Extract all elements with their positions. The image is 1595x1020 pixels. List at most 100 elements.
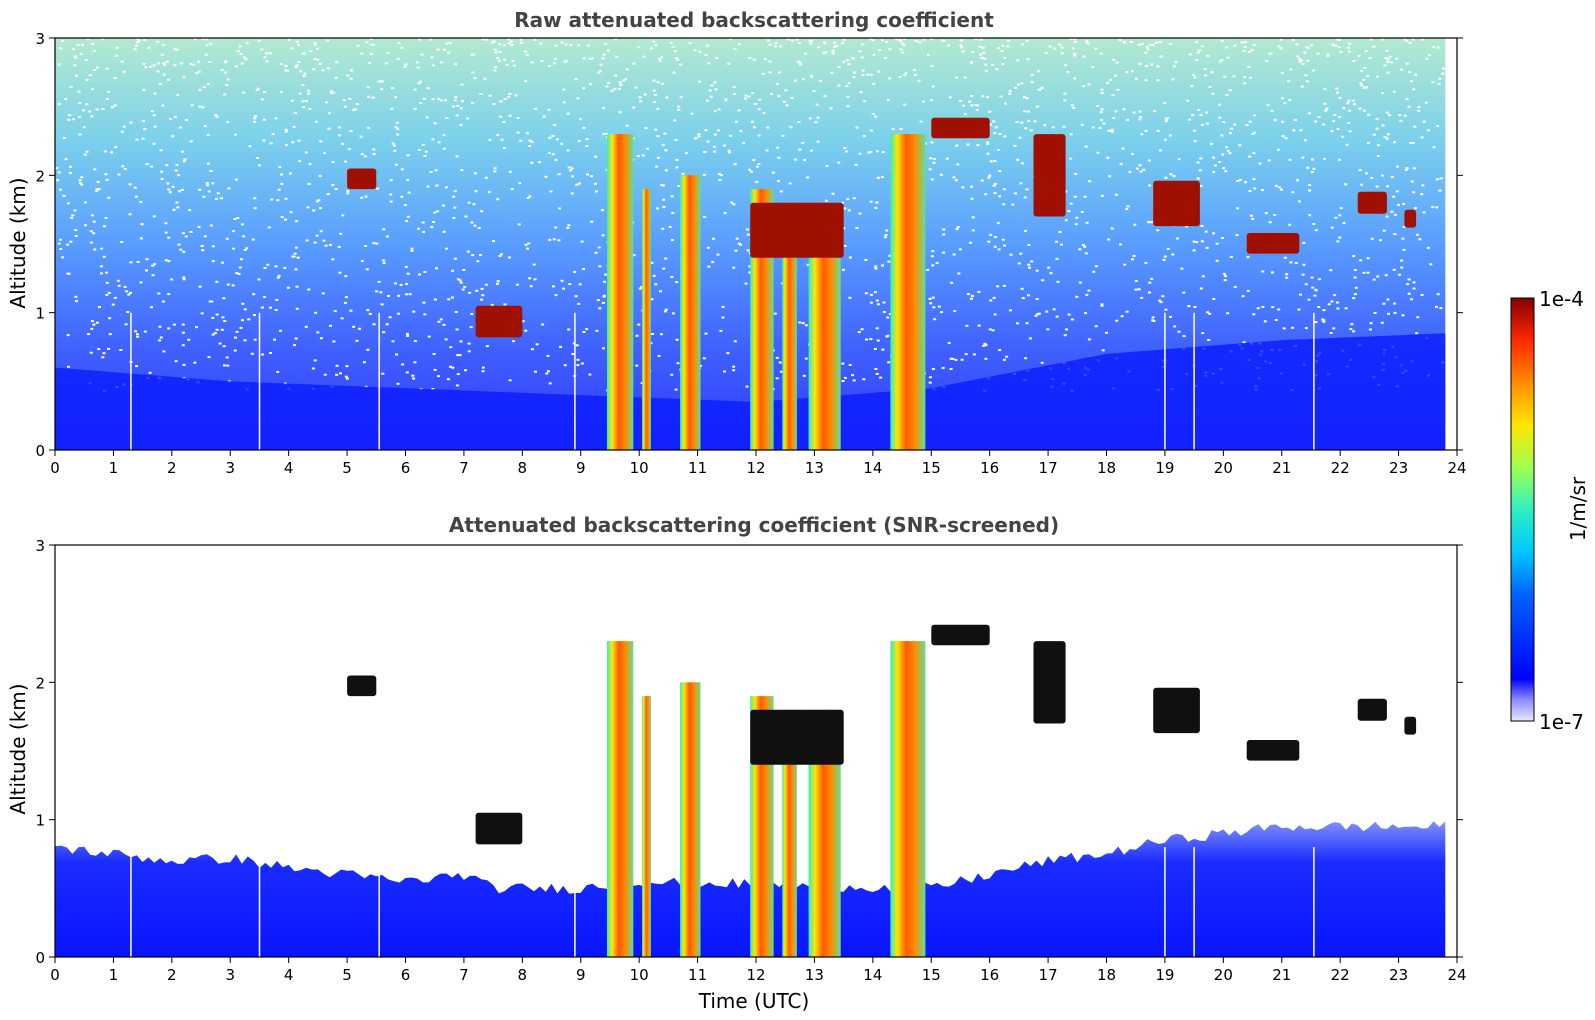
- top-cloud-column: [680, 175, 701, 451]
- colorbar-unit-label: 1/m/sr: [1566, 476, 1590, 541]
- colorbar: 1e-4 1e-7 1/m/sr: [1510, 287, 1590, 734]
- bottom-x-tick-label: 0: [50, 966, 60, 984]
- top-x-tick-label: 19: [1155, 459, 1174, 477]
- bottom-cloud-layer: [1357, 698, 1387, 721]
- bottom-x-tick-label: 2: [167, 966, 177, 984]
- top-x-tick-label: 5: [342, 459, 352, 477]
- top-x-tick-label: 8: [518, 459, 528, 477]
- bottom-axes: 0 1 2 3 4 5 6 7 8 9 10 11 12 13 14 15 16 17 18 19 20 21 22 23 24…: [35, 537, 1466, 984]
- bottom-cloud-layer: [347, 675, 377, 697]
- top-x-tick-label: 15: [922, 459, 941, 477]
- bottom-y-tick-label: 3: [35, 537, 45, 555]
- top-y-tick-label: 0: [35, 442, 45, 460]
- top-x-tick-label: 24: [1447, 459, 1466, 477]
- top-noise-speckle: [55, 38, 1445, 392]
- colorbar-min-label: 1e-7: [1539, 710, 1584, 734]
- bottom-cloud-layer: [1404, 716, 1417, 735]
- top-cloud-column: [782, 202, 797, 450]
- top-panel-y-axis-label: Altitude (km): [6, 177, 30, 308]
- top-y-tick-label: 3: [35, 30, 45, 48]
- bottom-cloud-column: [890, 641, 926, 957]
- top-cloud-layer: [750, 202, 844, 258]
- top-x-tick-label: 10: [630, 459, 649, 477]
- bottom-y-tick-label: 1: [35, 812, 45, 830]
- bottom-x-tick-label: 11: [688, 966, 707, 984]
- colorbar-max-label: 1e-4: [1539, 287, 1584, 311]
- top-panel-title: Raw attenuated backscattering coefficien…: [514, 8, 994, 32]
- top-panel: Raw attenuated backscattering coefficien…: [6, 8, 1467, 477]
- bottom-x-tick-label: 9: [576, 966, 586, 984]
- bottom-x-tick-label: 16: [980, 966, 999, 984]
- bottom-x-tick-label: 12: [746, 966, 765, 984]
- top-x-tick-label: 13: [805, 459, 824, 477]
- bottom-panel-x-axis-label: Time (UTC): [698, 989, 810, 1013]
- bottom-x-tick-label: 19: [1155, 966, 1174, 984]
- bottom-x-tick-label: 5: [342, 966, 352, 984]
- top-y-tick-label: 1: [35, 305, 45, 323]
- top-cloud-layer: [1357, 191, 1387, 214]
- top-cloud-layer: [1153, 180, 1200, 227]
- bottom-x-tick-label: 14: [863, 966, 882, 984]
- bottom-x-tick-label: 24: [1447, 966, 1466, 984]
- top-cloud-layer: [1033, 134, 1066, 217]
- bottom-x-tick-label: 13: [805, 966, 824, 984]
- bottom-panel: Attenuated backscattering coefficient (S…: [6, 513, 1467, 1013]
- top-x-tick-label: 1: [109, 459, 119, 477]
- top-x-tick-label: 16: [980, 459, 999, 477]
- top-x-tick-label: 6: [401, 459, 411, 477]
- bottom-x-tick-label: 7: [459, 966, 469, 984]
- bottom-x-tick-label: 6: [401, 966, 411, 984]
- top-boundary-layer: [55, 333, 1446, 450]
- top-x-tick-label: 22: [1331, 459, 1350, 477]
- top-x-tick-label: 2: [167, 459, 177, 477]
- bottom-x-tick-label: 21: [1272, 966, 1291, 984]
- top-x-tick-label: 3: [225, 459, 235, 477]
- bottom-x-tick-label: 3: [225, 966, 235, 984]
- top-cloud-layer: [475, 305, 523, 338]
- top-cloud-layer: [1404, 209, 1417, 228]
- top-x-tick-label: 4: [284, 459, 294, 477]
- bottom-x-tick-label: 15: [922, 966, 941, 984]
- bottom-x-tick-label: 8: [518, 966, 528, 984]
- top-cloud-layer: [347, 168, 377, 190]
- top-x-tick-label: 14: [863, 459, 882, 477]
- bottom-cloud-layer: [1033, 641, 1066, 724]
- bottom-x-tick-label: 10: [630, 966, 649, 984]
- bottom-cloud-layer: [1153, 687, 1200, 734]
- top-x-tick-label: 23: [1389, 459, 1408, 477]
- bottom-cloud-column: [607, 641, 634, 957]
- bottom-x-tick-label: 20: [1214, 966, 1233, 984]
- top-x-tick-label: 21: [1272, 459, 1291, 477]
- bottom-panel-y-axis-label: Altitude (km): [6, 683, 30, 814]
- top-x-tick-label: 12: [746, 459, 765, 477]
- top-x-tick-label: 7: [459, 459, 469, 477]
- bottom-plot-area: [55, 545, 1457, 957]
- top-cloud-column: [607, 134, 634, 450]
- bottom-cloud-column: [782, 709, 797, 957]
- bottom-cloud-layer: [1246, 740, 1300, 761]
- top-cloud-column: [890, 134, 926, 450]
- bottom-panel-title: Attenuated backscattering coefficient (S…: [449, 513, 1059, 537]
- top-x-tick-label: 17: [1039, 459, 1058, 477]
- bottom-x-tick-label: 23: [1389, 966, 1408, 984]
- bottom-x-tick-label: 18: [1097, 966, 1116, 984]
- top-cloud-layer: [931, 117, 990, 139]
- bottom-y-tick-label: 2: [35, 674, 45, 692]
- bottom-cloud-column: [642, 696, 651, 957]
- top-cloud-layer: [1246, 233, 1300, 254]
- bottom-y-tick-label: 0: [35, 949, 45, 967]
- bottom-cloud-layer: [750, 709, 844, 765]
- bottom-boundary-layer: [55, 821, 1446, 957]
- colorbar-gradient: [1510, 297, 1535, 722]
- top-y-tick-label: 2: [35, 167, 45, 185]
- top-x-tick-label: 18: [1097, 459, 1116, 477]
- top-axes: 0 1 2 3 4 5 6 7 8 9 10 11 12 13 14 15 16 17 18 19 20 21 22 23 24…: [35, 30, 1466, 477]
- bottom-x-tick-label: 17: [1039, 966, 1058, 984]
- bottom-x-tick-label: 1: [109, 966, 119, 984]
- top-plot-area: [55, 38, 1457, 451]
- top-cloud-column: [642, 189, 651, 450]
- bottom-x-tick-label: 4: [284, 966, 294, 984]
- top-x-tick-label: 11: [688, 459, 707, 477]
- top-x-tick-label: 9: [576, 459, 586, 477]
